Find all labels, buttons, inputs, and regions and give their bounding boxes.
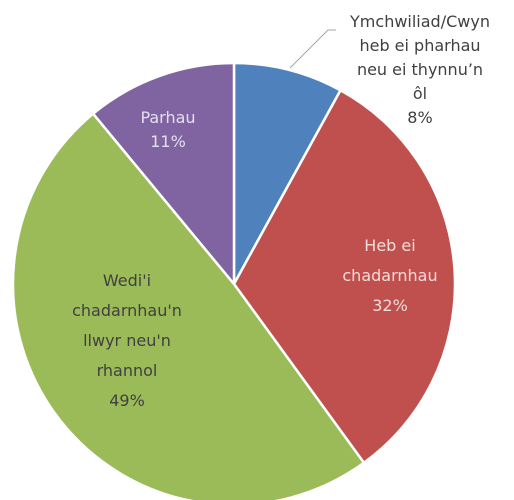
label-line: rhannol: [97, 361, 158, 380]
slice-label: Wedi'i chadarnhau'n llwyr neu'n rhannol 49%: [72, 271, 182, 410]
label-line: llwyr neu'n: [83, 331, 171, 350]
pie-slice: [232, 61, 343, 285]
label-line: chadarnhau'n: [72, 301, 182, 320]
label-line: ôl: [413, 84, 427, 103]
leader-line: [289, 29, 336, 69]
slice-label: Parhau 11%: [140, 108, 195, 151]
pie-slice: [91, 61, 236, 288]
slice-label: Heb ei chadarnhau 32%: [342, 236, 437, 315]
label-line: neu ei thynnu’n: [357, 60, 483, 79]
value-label: 49%: [109, 391, 145, 410]
value-label: 8%: [407, 108, 432, 127]
slice-label: Ymchwiliad/Cwyn heb ei pharhau neu ei thyn…: [349, 12, 490, 127]
label-line: Wedi'i: [103, 271, 151, 290]
value-label: 32%: [372, 296, 408, 315]
label-line: chadarnhau: [342, 266, 437, 285]
value-label: 11%: [150, 132, 186, 151]
label-line: Parhau: [140, 108, 195, 127]
label-line: heb ei pharhau: [359, 36, 480, 55]
label-line: Ymchwiliad/Cwyn: [349, 12, 490, 31]
label-line: Heb ei: [364, 236, 415, 255]
pie-slice: [11, 111, 366, 500]
pie-slice: [232, 88, 457, 465]
